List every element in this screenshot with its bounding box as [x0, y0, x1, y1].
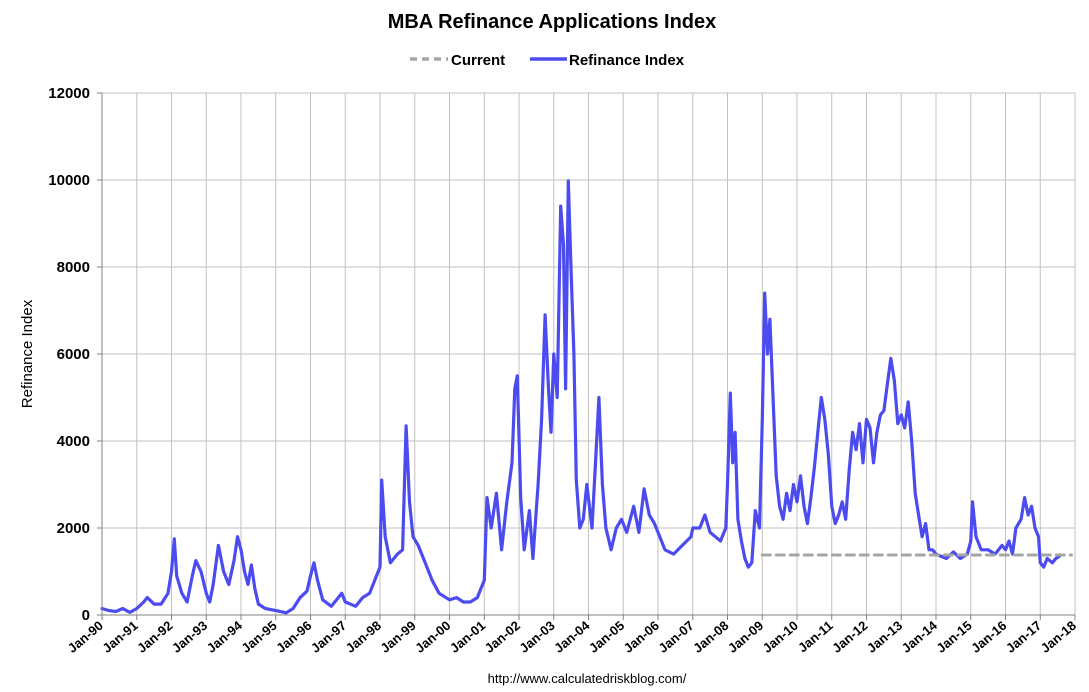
- x-tick-label: Jan-94: [204, 617, 246, 655]
- x-tick-label: Jan-96: [273, 618, 314, 656]
- x-tick-label: Jan-97: [308, 618, 349, 656]
- legend-current-label: Current: [451, 52, 505, 69]
- x-tick-label: Jan-98: [343, 618, 384, 656]
- source-url: http://www.calculatedriskblog.com/: [488, 671, 687, 686]
- x-tick-label: Jan-17: [1003, 618, 1044, 656]
- x-tick-label: Jan-01: [447, 618, 488, 656]
- y-axis-ticks: 0 2000 4000 6000 8000 10000 12000: [48, 85, 90, 624]
- legend-refinance-label: Refinance Index: [569, 52, 685, 69]
- x-tick-label: Jan-91: [99, 618, 140, 656]
- x-tick-label: Jan-11: [795, 618, 836, 656]
- x-tick-label: Jan-13: [864, 618, 905, 656]
- y-tick-label: 10000: [48, 172, 90, 189]
- y-tick-label: 12000: [48, 85, 90, 102]
- x-tick-label: Jan-99: [377, 618, 418, 656]
- legend: Current Refinance Index: [410, 52, 685, 69]
- x-tick-label: Jan-05: [586, 618, 627, 656]
- y-tick-label: 8000: [57, 259, 90, 276]
- x-tick-label: Jan-16: [968, 618, 1009, 656]
- x-tick-label: Jan-09: [725, 618, 766, 656]
- x-tick-label: Jan-10: [760, 618, 801, 656]
- y-tick-label: 0: [82, 607, 90, 624]
- x-tick-label: Jan-14: [899, 617, 941, 655]
- y-tick-label: 6000: [57, 346, 90, 363]
- x-tick-label: Jan-18: [1038, 618, 1079, 656]
- x-tick-label: Jan-08: [690, 618, 731, 656]
- chart-title: MBA Refinance Applications Index: [388, 11, 717, 33]
- x-tick-label: Jan-04: [551, 617, 593, 655]
- x-tick-label: Jan-93: [169, 618, 210, 656]
- y-tick-label: 4000: [57, 433, 90, 450]
- y-tick-label: 2000: [57, 520, 90, 537]
- x-tick-label: Jan-07: [655, 618, 696, 656]
- series-lines: [100, 179, 1073, 615]
- x-tick-label: Jan-95: [238, 618, 279, 656]
- refinance-index-line: [100, 179, 1061, 615]
- x-tick-label: Jan-02: [482, 618, 523, 656]
- x-axis-ticks: Jan-90Jan-91Jan-92Jan-93Jan-94Jan-95Jan-…: [65, 617, 1079, 655]
- x-tick-label: Jan-03: [516, 618, 557, 656]
- x-tick-label: Jan-15: [933, 618, 974, 656]
- x-tick-label: Jan-06: [621, 618, 662, 656]
- x-tick-label: Jan-92: [134, 618, 175, 656]
- y-axis-label: Refinance Index: [19, 299, 36, 408]
- x-tick-label: Jan-12: [829, 618, 870, 656]
- x-tick-label: Jan-00: [412, 618, 453, 656]
